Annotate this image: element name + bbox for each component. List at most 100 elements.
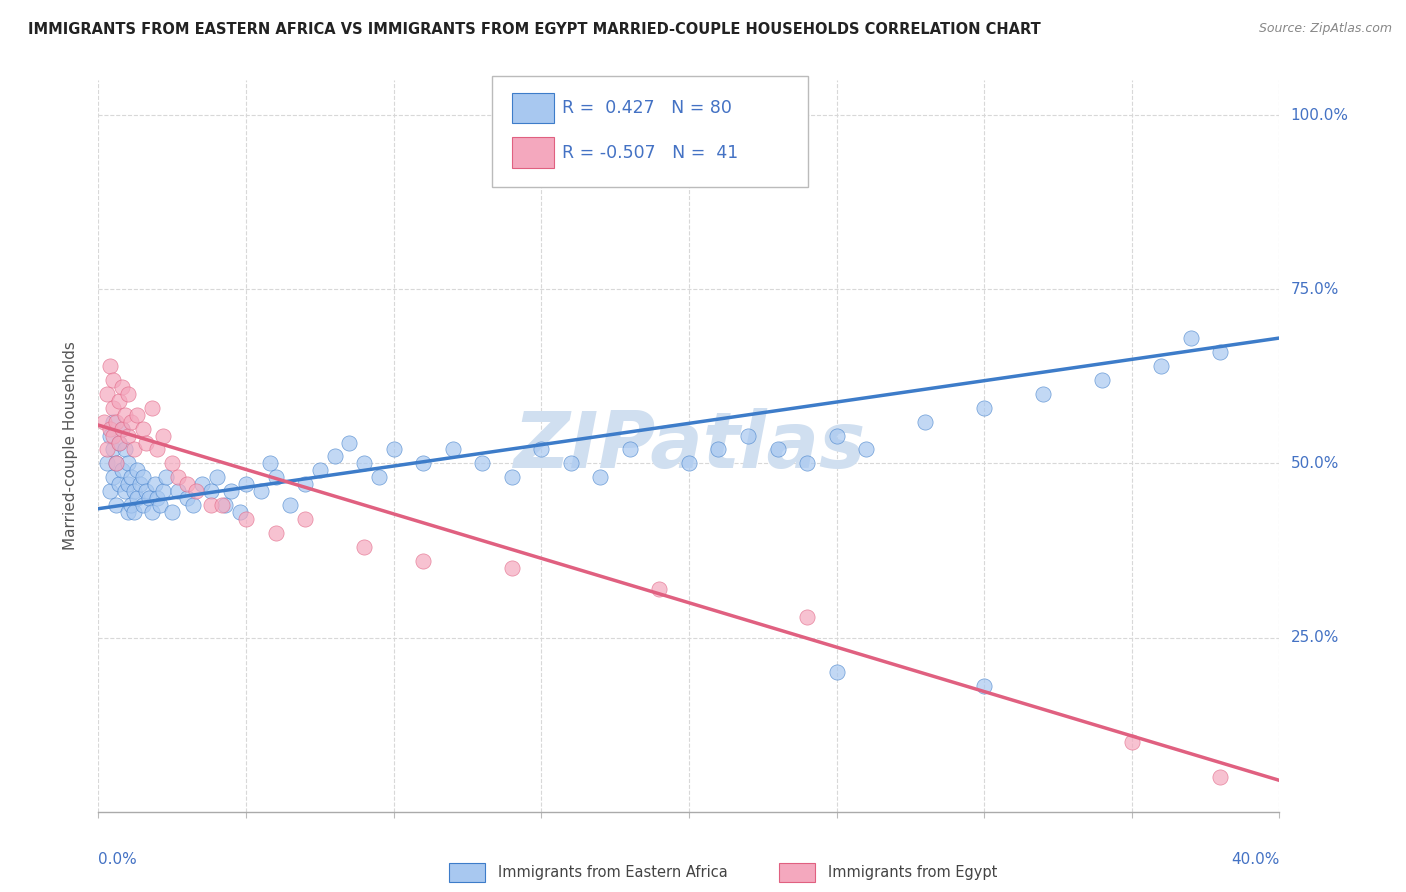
Point [737, 428, 759, 442]
Point [141, 401, 163, 415]
Point [181, 498, 204, 512]
Point [162, 457, 183, 471]
Text: Immigrants from Eastern Africa: Immigrants from Eastern Africa [498, 865, 727, 880]
Point [108, 435, 131, 450]
Point [138, 491, 160, 506]
Text: R =  0.427   N = 80: R = 0.427 N = 80 [562, 99, 733, 117]
Point [914, 415, 936, 429]
Point [146, 491, 169, 506]
Point [530, 442, 553, 457]
Point [93, 415, 115, 429]
Point [1121, 735, 1143, 749]
Point [111, 380, 134, 394]
Point [368, 470, 391, 484]
Text: R = -0.507   N =  41: R = -0.507 N = 41 [562, 144, 738, 161]
Point [441, 442, 464, 457]
Point [108, 477, 131, 491]
Point [294, 477, 316, 491]
Point [143, 477, 166, 491]
Point [200, 498, 222, 512]
Point [117, 386, 139, 401]
Point [1150, 359, 1173, 373]
Point [973, 679, 995, 693]
Text: Immigrants from Egypt: Immigrants from Egypt [828, 865, 997, 880]
Point [132, 421, 155, 435]
Point [678, 457, 700, 471]
Point [235, 477, 257, 491]
Text: 100.0%: 100.0% [1291, 108, 1348, 122]
Point [707, 442, 730, 457]
Point [125, 491, 148, 506]
Point [152, 428, 174, 442]
Point [111, 421, 134, 435]
Point [111, 421, 134, 435]
Point [114, 408, 136, 422]
Point [167, 484, 190, 499]
Point [103, 401, 125, 415]
Point [103, 415, 125, 429]
Point [103, 442, 125, 457]
Point [117, 428, 139, 442]
Point [221, 484, 243, 499]
Point [105, 457, 128, 471]
Point [98, 428, 121, 442]
Point [412, 457, 434, 471]
Point [122, 505, 145, 519]
Point [353, 540, 375, 554]
Point [294, 512, 316, 526]
Point [214, 498, 236, 512]
Point [120, 498, 142, 512]
Text: 25.0%: 25.0% [1291, 630, 1339, 645]
Point [122, 442, 145, 457]
Point [1180, 331, 1202, 345]
Point [560, 457, 582, 471]
Point [619, 442, 641, 457]
Point [471, 457, 494, 471]
Point [125, 463, 148, 477]
Point [114, 442, 136, 457]
Point [796, 609, 818, 624]
Point [264, 470, 287, 484]
Point [259, 457, 281, 471]
Text: 50.0%: 50.0% [1291, 456, 1339, 471]
Point [309, 463, 332, 477]
Point [501, 470, 523, 484]
Point [648, 582, 671, 596]
Text: Source: ZipAtlas.com: Source: ZipAtlas.com [1258, 22, 1392, 36]
Point [117, 457, 139, 471]
Point [176, 491, 198, 506]
Point [211, 498, 233, 512]
Point [855, 442, 877, 457]
Point [796, 457, 818, 471]
Point [1209, 345, 1232, 359]
Point [105, 457, 128, 471]
Text: 75.0%: 75.0% [1291, 282, 1339, 297]
Point [250, 484, 273, 499]
Point [98, 359, 121, 373]
Point [103, 373, 125, 387]
Point [200, 484, 222, 499]
Point [135, 435, 157, 450]
Point [120, 415, 142, 429]
Point [191, 477, 214, 491]
Point [382, 442, 405, 457]
Text: 0.0%: 0.0% [98, 852, 138, 867]
Text: 40.0%: 40.0% [1232, 852, 1279, 867]
Point [125, 408, 148, 422]
Point [152, 484, 174, 499]
Point [339, 435, 361, 450]
Point [825, 428, 848, 442]
Point [155, 470, 177, 484]
Point [412, 554, 434, 568]
Point [353, 457, 375, 471]
Point [105, 498, 128, 512]
Point [128, 477, 150, 491]
Point [501, 561, 523, 575]
Y-axis label: Married-couple Households: Married-couple Households [63, 342, 77, 550]
Point [108, 435, 131, 450]
Point [167, 470, 190, 484]
Point [141, 505, 163, 519]
Point [235, 512, 257, 526]
Text: IMMIGRANTS FROM EASTERN AFRICA VS IMMIGRANTS FROM EGYPT MARRIED-COUPLE HOUSEHOLD: IMMIGRANTS FROM EASTERN AFRICA VS IMMIGR… [28, 22, 1040, 37]
Point [108, 393, 131, 408]
